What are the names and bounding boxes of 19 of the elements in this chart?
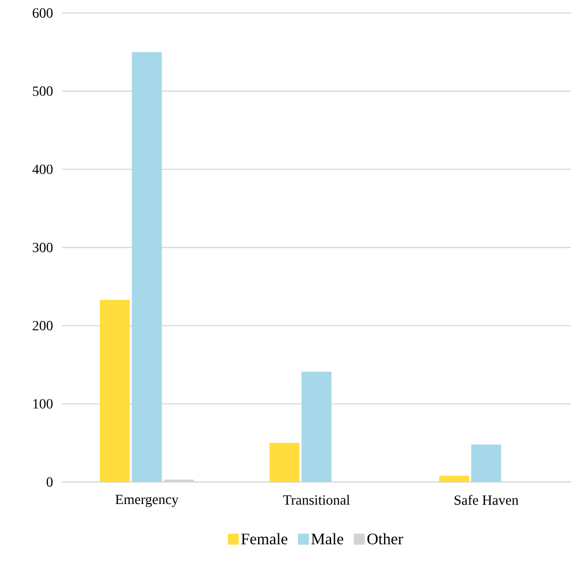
y-tick-label: 0 (46, 477, 53, 487)
x-tick-label: Transitional (283, 494, 350, 505)
y-tick-label: 300 (32, 242, 53, 252)
y-tick-label: 200 (32, 320, 53, 330)
bar (302, 372, 332, 482)
y-tick-label: 400 (32, 164, 53, 174)
bar (439, 476, 470, 482)
y-tick-label: 600 (32, 8, 53, 18)
legend-label: Female (241, 533, 288, 544)
bar (100, 300, 130, 482)
x-tick-label: Safe Haven (454, 494, 518, 505)
bar (132, 52, 162, 482)
bar (269, 442, 300, 482)
x-tick-label: Emergency (115, 494, 179, 508)
bar (471, 444, 502, 482)
y-tick-label: 100 (33, 399, 53, 409)
legend-label: Other (367, 533, 404, 544)
y-tick-label: 500 (32, 86, 53, 96)
legend-label: Male (311, 533, 344, 544)
